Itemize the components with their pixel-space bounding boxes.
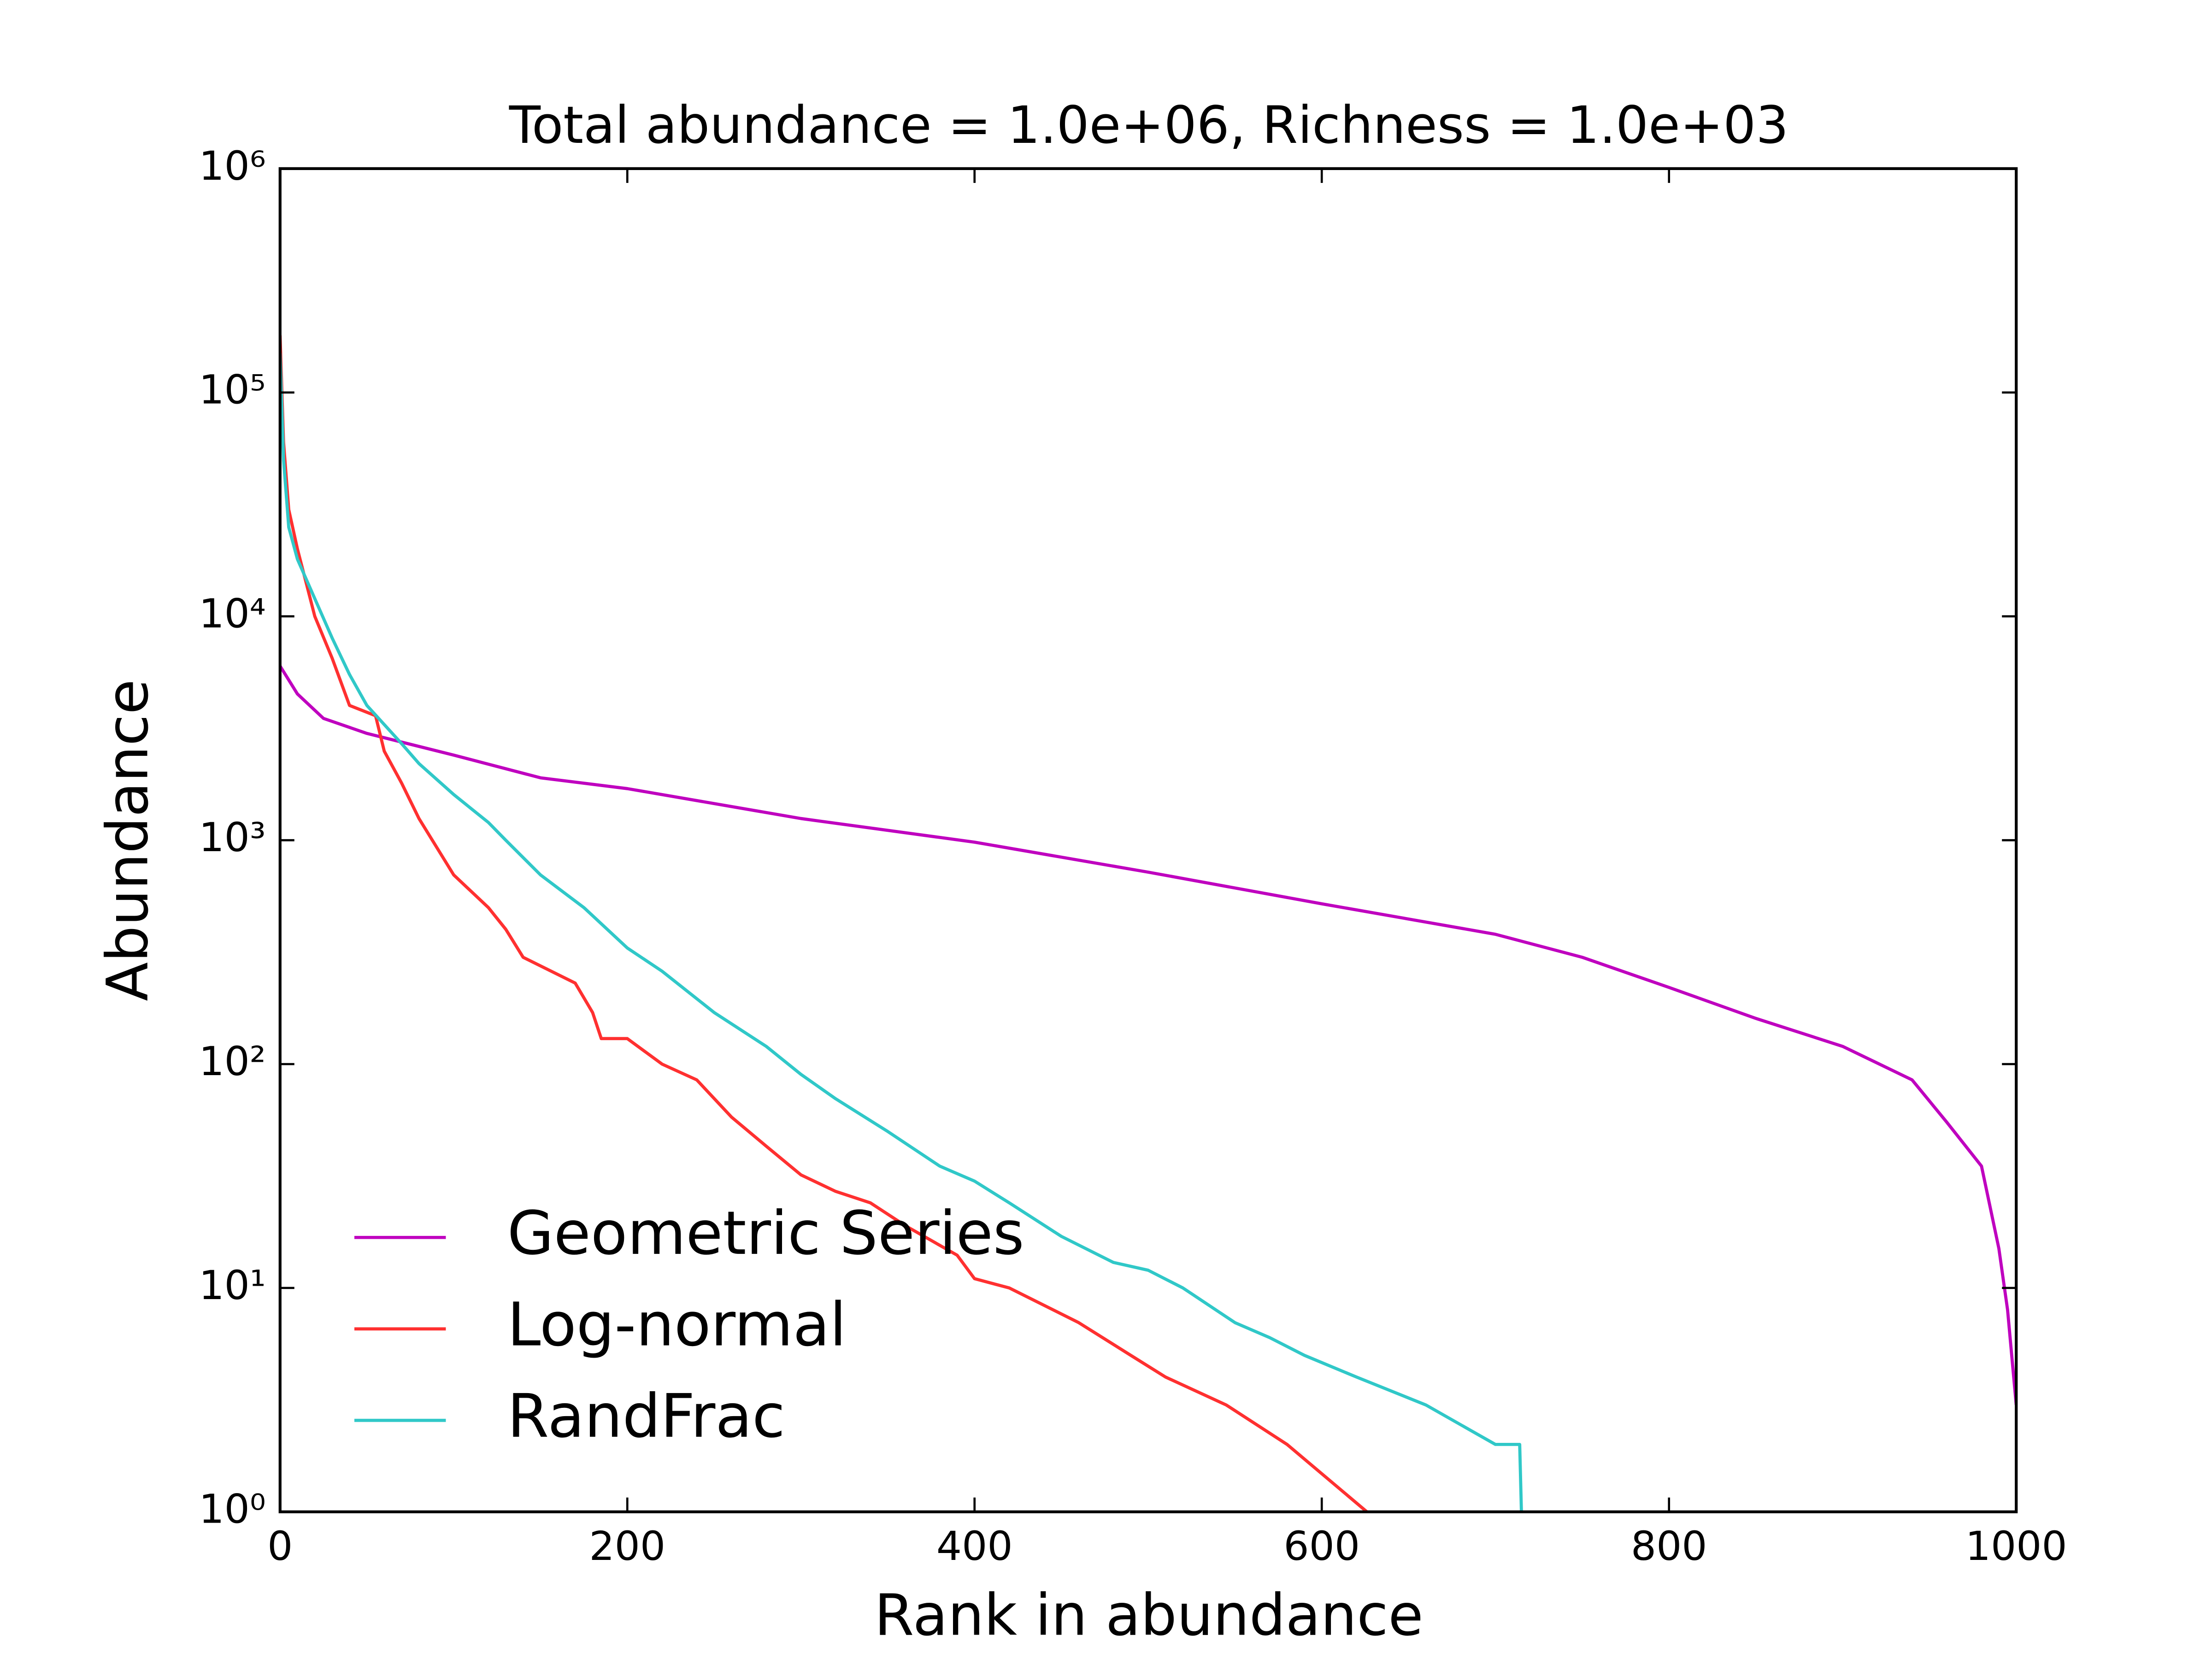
legend-label: Geometric Series (507, 1198, 1024, 1268)
y-tick-label: 10⁶ (199, 143, 265, 189)
legend-label: RandFrac (507, 1381, 785, 1451)
y-tick-label: 10⁵ (199, 367, 265, 413)
series-line (280, 335, 1368, 1512)
x-tick-label: 200 (589, 1523, 665, 1570)
y-tick-label: 10⁰ (199, 1486, 265, 1533)
series-line (280, 353, 1523, 1512)
x-tick-label: 800 (1631, 1523, 1707, 1570)
legend-label: Log-normal (507, 1289, 847, 1359)
y-tick-label: 10¹ (199, 1262, 265, 1309)
chart-title: Total abundance = 1.0e+06, Richness = 1.… (509, 95, 1788, 155)
x-axis-label: Rank in abundance (874, 1582, 1423, 1648)
x-tick-label: 400 (936, 1523, 1013, 1570)
x-tick-label: 600 (1283, 1523, 1360, 1570)
y-tick-label: 10³ (199, 814, 265, 861)
y-axis-label: Abundance (94, 679, 161, 1001)
y-tick-label: 10⁴ (199, 590, 265, 637)
y-tick-label: 10² (199, 1038, 265, 1085)
series-line (280, 665, 2017, 1406)
x-tick-label: 1000 (1965, 1523, 2067, 1570)
x-tick-label: 0 (267, 1523, 293, 1570)
